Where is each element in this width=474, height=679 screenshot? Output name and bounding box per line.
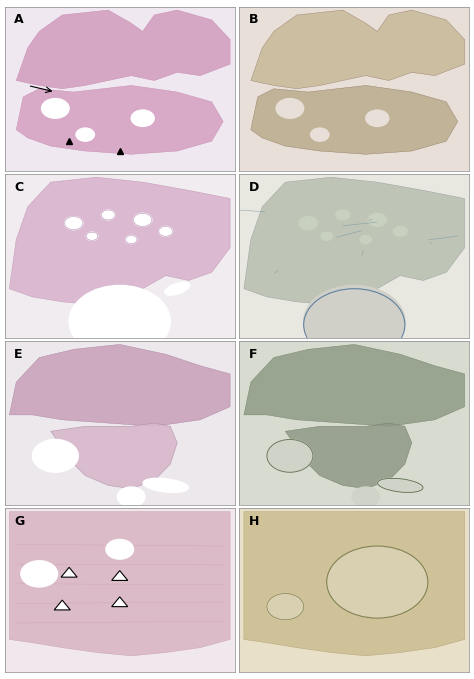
Circle shape	[366, 110, 389, 126]
Polygon shape	[9, 177, 230, 305]
Circle shape	[101, 210, 115, 220]
Circle shape	[131, 110, 154, 126]
Circle shape	[159, 226, 173, 236]
Circle shape	[69, 285, 170, 358]
Circle shape	[336, 210, 350, 220]
Text: D: D	[248, 181, 259, 194]
Polygon shape	[112, 570, 128, 581]
Ellipse shape	[165, 282, 190, 295]
Polygon shape	[61, 568, 77, 577]
Circle shape	[126, 236, 137, 244]
Polygon shape	[244, 177, 465, 305]
Text: C: C	[14, 181, 23, 194]
Ellipse shape	[378, 478, 423, 492]
Circle shape	[299, 217, 318, 230]
Circle shape	[134, 213, 152, 226]
Ellipse shape	[143, 478, 189, 492]
Circle shape	[64, 217, 83, 230]
Polygon shape	[244, 511, 465, 656]
Circle shape	[267, 593, 304, 620]
Circle shape	[304, 285, 405, 358]
Text: G: G	[14, 515, 24, 528]
Polygon shape	[285, 423, 412, 489]
Circle shape	[327, 546, 428, 618]
Polygon shape	[244, 344, 465, 426]
Circle shape	[267, 439, 313, 473]
Circle shape	[368, 213, 386, 226]
Polygon shape	[251, 10, 465, 89]
Circle shape	[21, 561, 58, 587]
Polygon shape	[112, 597, 128, 606]
Circle shape	[352, 487, 380, 507]
Text: F: F	[248, 348, 257, 361]
Text: H: H	[248, 515, 259, 528]
Circle shape	[76, 128, 94, 141]
Text: E: E	[14, 348, 22, 361]
Polygon shape	[16, 86, 223, 154]
Circle shape	[321, 232, 332, 240]
Polygon shape	[9, 511, 230, 656]
Polygon shape	[251, 86, 458, 154]
Circle shape	[276, 98, 304, 118]
Polygon shape	[51, 423, 177, 489]
Text: A: A	[14, 14, 24, 26]
Circle shape	[310, 128, 329, 141]
Circle shape	[86, 232, 98, 240]
Polygon shape	[54, 600, 70, 610]
Circle shape	[106, 539, 134, 559]
Polygon shape	[9, 344, 230, 426]
Text: B: B	[248, 14, 258, 26]
Circle shape	[393, 226, 407, 236]
Circle shape	[360, 236, 372, 244]
Circle shape	[118, 487, 145, 507]
Polygon shape	[16, 10, 230, 89]
Circle shape	[32, 439, 78, 473]
Circle shape	[42, 98, 69, 118]
